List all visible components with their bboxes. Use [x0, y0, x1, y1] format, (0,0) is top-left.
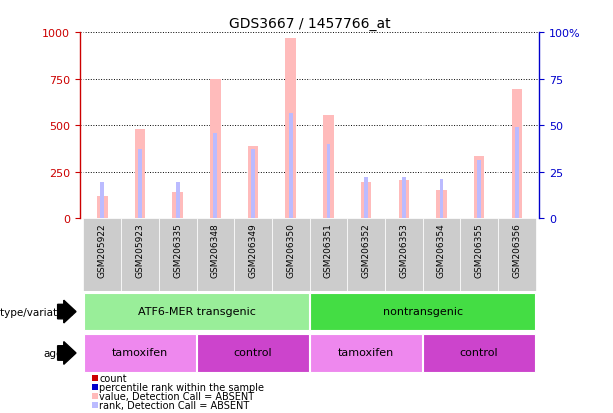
Bar: [248, 147, 258, 219]
Bar: [210, 79, 221, 219]
Bar: [251, 149, 255, 219]
Bar: [460, 219, 498, 291]
Text: count: count: [99, 373, 127, 383]
Bar: [361, 183, 371, 219]
Bar: [515, 128, 519, 219]
Text: GSM205923: GSM205923: [135, 223, 145, 277]
Title: GDS3667 / 1457766_at: GDS3667 / 1457766_at: [229, 17, 390, 31]
Text: tamoxifen: tamoxifen: [112, 347, 168, 357]
Bar: [83, 219, 121, 291]
Text: ATF6-MER transgenic: ATF6-MER transgenic: [137, 306, 256, 316]
Text: nontransgenic: nontransgenic: [383, 306, 463, 316]
Bar: [440, 180, 443, 219]
Bar: [289, 114, 292, 219]
Bar: [172, 193, 183, 219]
Bar: [84, 293, 309, 330]
Bar: [398, 181, 409, 219]
Bar: [197, 335, 309, 372]
Bar: [176, 183, 180, 219]
Bar: [436, 190, 447, 219]
Text: control: control: [234, 347, 272, 357]
Text: control: control: [460, 347, 498, 357]
Bar: [272, 219, 310, 291]
Text: tamoxifen: tamoxifen: [338, 347, 394, 357]
Bar: [310, 335, 422, 372]
Text: GSM206352: GSM206352: [362, 223, 371, 277]
Bar: [474, 157, 484, 219]
Bar: [213, 133, 217, 219]
Bar: [402, 178, 406, 219]
Bar: [135, 130, 145, 219]
Bar: [159, 219, 197, 291]
Text: GSM206351: GSM206351: [324, 223, 333, 277]
Bar: [498, 219, 536, 291]
Bar: [327, 145, 330, 219]
Text: GSM206353: GSM206353: [399, 223, 408, 277]
FancyArrow shape: [58, 301, 76, 323]
Bar: [364, 177, 368, 219]
Bar: [286, 39, 296, 219]
Bar: [97, 197, 107, 219]
Text: GSM206349: GSM206349: [248, 223, 257, 277]
Bar: [234, 219, 272, 291]
Bar: [424, 335, 535, 372]
Bar: [347, 219, 385, 291]
Bar: [101, 183, 104, 219]
Bar: [385, 219, 422, 291]
Bar: [197, 219, 234, 291]
Bar: [84, 335, 196, 372]
Bar: [478, 160, 481, 219]
Text: percentile rank within the sample: percentile rank within the sample: [99, 382, 264, 392]
Text: GSM206354: GSM206354: [437, 223, 446, 277]
Text: genotype/variation: genotype/variation: [0, 307, 74, 317]
Text: GSM205922: GSM205922: [98, 223, 107, 277]
Text: agent: agent: [44, 348, 74, 358]
Text: GSM206350: GSM206350: [286, 223, 295, 277]
Bar: [512, 90, 522, 219]
Text: GSM206335: GSM206335: [173, 223, 182, 277]
Text: GSM206356: GSM206356: [512, 223, 521, 277]
FancyArrow shape: [58, 342, 76, 364]
Bar: [310, 293, 535, 330]
Text: rank, Detection Call = ABSENT: rank, Detection Call = ABSENT: [99, 400, 249, 410]
Bar: [310, 219, 347, 291]
Text: GSM206348: GSM206348: [211, 223, 220, 277]
Bar: [121, 219, 159, 291]
Bar: [323, 116, 333, 219]
Bar: [422, 219, 460, 291]
Text: GSM206355: GSM206355: [474, 223, 484, 277]
Text: value, Detection Call = ABSENT: value, Detection Call = ABSENT: [99, 391, 254, 401]
Bar: [138, 149, 142, 219]
